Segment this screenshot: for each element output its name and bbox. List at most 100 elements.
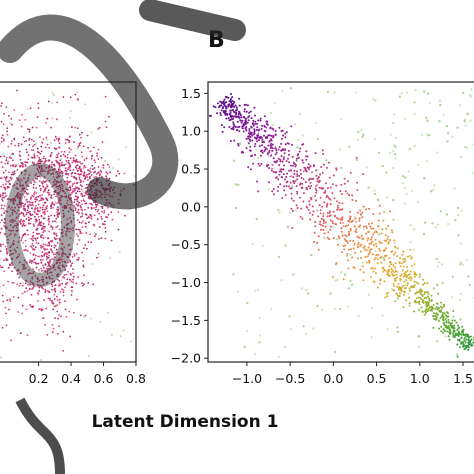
scatter-point bbox=[18, 284, 21, 287]
scatter-point bbox=[335, 184, 338, 187]
scatter-point bbox=[230, 93, 232, 95]
scatter-point bbox=[356, 235, 359, 238]
scatter-point bbox=[65, 315, 68, 318]
scatter-point bbox=[251, 123, 254, 126]
scatter-point bbox=[72, 311, 75, 314]
background-point bbox=[436, 340, 439, 343]
scatter-point bbox=[41, 206, 44, 209]
scatter-point bbox=[324, 221, 327, 224]
scatter-point bbox=[311, 205, 314, 208]
ring-dot bbox=[36, 239, 40, 243]
scatter-point bbox=[82, 174, 85, 177]
scatter-point bbox=[50, 173, 52, 176]
scatter-point bbox=[277, 148, 280, 151]
scatter-point bbox=[33, 258, 36, 261]
scatter-point bbox=[26, 209, 29, 212]
scatter-point bbox=[297, 156, 300, 159]
ring-dot bbox=[9, 186, 13, 189]
background-point bbox=[426, 119, 429, 122]
scatter-point bbox=[377, 225, 379, 228]
scatter-point bbox=[406, 255, 409, 258]
scatter-point bbox=[48, 146, 50, 149]
scatter-point bbox=[238, 116, 241, 119]
ring-dot bbox=[18, 237, 21, 241]
scatter-point bbox=[32, 145, 34, 148]
scatter-point bbox=[442, 322, 445, 325]
scatter-point bbox=[84, 225, 87, 228]
scatter-point bbox=[329, 225, 332, 228]
scatter-point bbox=[311, 213, 314, 216]
scatter-point bbox=[69, 96, 72, 99]
scatter-point bbox=[359, 268, 362, 271]
scatter-point bbox=[350, 220, 353, 223]
background-point bbox=[339, 148, 342, 151]
background-point bbox=[232, 159, 236, 162]
scatter-point bbox=[59, 291, 62, 293]
scatter-point bbox=[302, 143, 305, 146]
scatter-point bbox=[17, 195, 20, 198]
scatter-point bbox=[292, 199, 295, 202]
scatter-point bbox=[346, 252, 349, 255]
scatter-point bbox=[57, 168, 60, 171]
scatter-point bbox=[469, 341, 472, 344]
background-point bbox=[396, 297, 399, 300]
scatter-point bbox=[18, 197, 20, 200]
scatter-point bbox=[16, 283, 19, 286]
scatter-point bbox=[50, 249, 53, 252]
scatter-point bbox=[36, 178, 38, 180]
scatter-point bbox=[6, 250, 8, 253]
scatter-point bbox=[427, 292, 430, 295]
scatter-point bbox=[0, 264, 1, 267]
scatter-point bbox=[356, 257, 359, 260]
scatter-point bbox=[243, 108, 246, 111]
scatter-point bbox=[76, 190, 79, 193]
scatter-point bbox=[51, 251, 54, 254]
scatter-point bbox=[40, 308, 42, 310]
scatter-point bbox=[9, 215, 12, 217]
scatter-point bbox=[107, 213, 110, 216]
scatter-point bbox=[4, 162, 6, 165]
scatter-point bbox=[376, 258, 379, 261]
scatter-point bbox=[36, 116, 39, 118]
background-point bbox=[451, 135, 454, 138]
scatter-point bbox=[418, 275, 421, 278]
background-point bbox=[258, 341, 261, 344]
scatter-point bbox=[246, 104, 249, 107]
ring-dot bbox=[11, 181, 15, 185]
scatter-point bbox=[44, 208, 46, 211]
scatter-point bbox=[82, 260, 85, 262]
scatter-point bbox=[378, 204, 381, 207]
scatter-point bbox=[60, 183, 63, 186]
background-point bbox=[267, 188, 270, 191]
scatter-point bbox=[309, 177, 312, 180]
scatter-point bbox=[57, 193, 60, 196]
scatter-point bbox=[70, 204, 72, 206]
scatter-point bbox=[4, 306, 7, 309]
background-point bbox=[360, 129, 363, 132]
y-tick-label: 1.0 bbox=[181, 124, 201, 139]
scatter-point bbox=[221, 130, 224, 133]
scatter-point bbox=[57, 273, 60, 275]
scatter-point bbox=[117, 211, 120, 214]
scatter-point bbox=[62, 212, 65, 215]
scatter-point bbox=[64, 286, 66, 289]
scatter-point bbox=[355, 156, 358, 159]
scatter-point bbox=[35, 218, 38, 221]
scatter-point bbox=[225, 112, 228, 115]
scatter-point bbox=[266, 152, 269, 155]
scatter-point bbox=[456, 343, 459, 346]
scatter-point bbox=[90, 215, 93, 218]
scatter-point bbox=[263, 146, 266, 149]
scatter-point bbox=[47, 170, 49, 173]
scatter-point bbox=[443, 305, 445, 308]
scatter-point bbox=[369, 251, 371, 254]
background-point bbox=[425, 133, 429, 136]
scatter-point bbox=[0, 140, 3, 143]
ring-dot bbox=[358, 221, 362, 225]
scatter-point bbox=[107, 115, 110, 118]
scatter-point bbox=[397, 288, 400, 291]
background-point bbox=[459, 261, 463, 264]
scatter-point bbox=[361, 216, 364, 219]
background-point bbox=[465, 112, 469, 115]
scatter-point bbox=[24, 164, 27, 166]
